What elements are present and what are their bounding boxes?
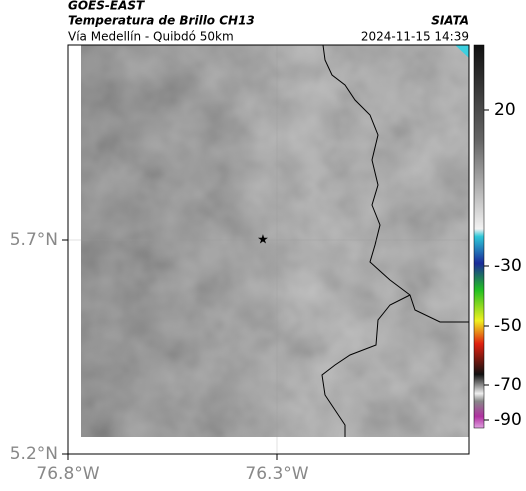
lon-label: 76.8°W	[36, 464, 99, 484]
cold-corner	[455, 45, 469, 58]
location-star: ★	[257, 233, 269, 248]
border-line	[321, 294, 411, 437]
lat-label: 5.7°N	[10, 230, 58, 250]
map-area: ★	[68, 45, 469, 454]
colorbar-label: -30	[494, 256, 522, 276]
ticks: 5.7°N 5.2°N76.8°W 76.3°W 20 -30 -50 -70 -90	[10, 100, 522, 484]
map-frame	[67, 44, 470, 455]
product: Temperatura de Brillo CH13	[68, 14, 255, 28]
colorbar-label: 20	[494, 100, 516, 120]
source: SIATA	[431, 14, 469, 28]
lon-label: 76.3°W	[245, 464, 308, 484]
colorbar-label: -50	[494, 316, 522, 336]
lat-label: 5.2°N	[10, 444, 58, 464]
timestamp: 2024-11-15 14:39	[361, 30, 469, 44]
colorbar	[473, 44, 485, 429]
border-line	[322, 45, 469, 323]
colorbar-label: -90	[494, 410, 522, 430]
cloud-texture	[81, 45, 469, 437]
region: Vía Medellín - Quibdó 50km	[68, 30, 234, 44]
colorbar-label: -70	[494, 375, 522, 395]
satellite: GOES-EAST	[68, 0, 145, 13]
